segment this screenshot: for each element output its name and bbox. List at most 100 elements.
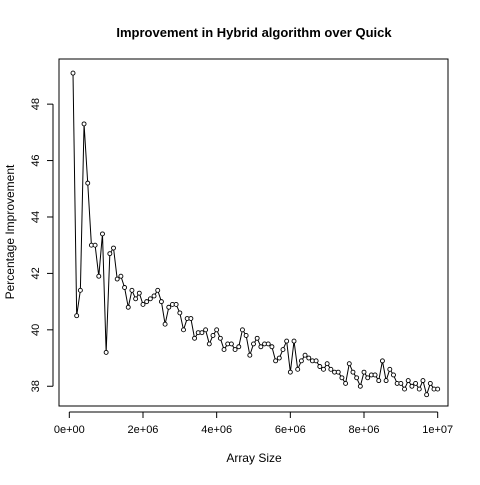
data-point (409, 383, 415, 389)
data-point (133, 296, 139, 302)
y-tick-label: 38 (30, 380, 42, 392)
data-point (147, 296, 153, 302)
data-point (313, 358, 319, 364)
data-point (379, 358, 385, 364)
data-point (258, 344, 264, 350)
data-point (129, 287, 135, 293)
data-point (100, 231, 105, 237)
y-tick-label: 44 (30, 211, 42, 223)
data-point (357, 383, 363, 389)
x-tick-label: 2e+06 (128, 424, 159, 436)
data-point (435, 386, 441, 392)
data-point (217, 335, 223, 341)
data-point (140, 301, 146, 307)
data-point (284, 338, 290, 344)
data-point (298, 358, 304, 364)
data-point (177, 310, 183, 316)
series-group (70, 70, 441, 398)
data-point (387, 366, 393, 372)
data-point (166, 304, 172, 310)
data-point (173, 301, 179, 307)
data-point (203, 327, 209, 333)
data-point (420, 378, 426, 384)
data-point (192, 335, 198, 341)
data-point (254, 335, 260, 341)
data-point (335, 369, 341, 375)
data-point (247, 352, 253, 358)
x-axis-label: Array Size (226, 451, 282, 465)
data-point (317, 364, 323, 369)
data-point (276, 355, 282, 361)
y-axis-label: Percentage Improvement (3, 164, 17, 299)
data-point (181, 327, 186, 333)
data-point (114, 276, 120, 282)
data-point (77, 287, 83, 293)
x-axis: 0e+00 2e+06 4e+06 6e+06 8e+06 1e+07 (54, 411, 453, 436)
data-point (346, 361, 352, 367)
x-tick-label: 0e+00 (54, 424, 85, 436)
data-point (239, 327, 245, 333)
data-point (391, 372, 396, 378)
data-point (210, 333, 216, 338)
data-point (361, 369, 367, 375)
y-tick-label: 42 (30, 267, 42, 279)
data-point (221, 347, 227, 353)
data-point (199, 330, 205, 336)
x-tick-label: 4e+06 (201, 424, 232, 436)
data-point (413, 380, 419, 386)
data-point (118, 273, 124, 279)
x-tick-label: 1e+07 (422, 424, 453, 436)
data-point (383, 378, 389, 384)
data-point (280, 347, 286, 353)
x-tick-label: 6e+06 (275, 424, 306, 436)
data-point (251, 341, 256, 347)
data-point (243, 333, 249, 338)
data-point (232, 347, 238, 353)
data-point (269, 344, 275, 350)
data-point (96, 273, 102, 279)
data-point (265, 341, 271, 347)
data-point (74, 313, 80, 319)
data-point (214, 327, 220, 333)
data-point (144, 299, 150, 305)
data-point (376, 378, 382, 384)
chart-title: Improvement in Hybrid algorithm over Qui… (116, 25, 392, 40)
data-point (103, 349, 109, 355)
y-axis: 38 40 42 44 46 48 (30, 98, 54, 392)
data-point (427, 380, 433, 386)
data-point (306, 355, 312, 361)
data-point (111, 245, 116, 251)
data-point (291, 338, 297, 344)
data-point (188, 316, 194, 321)
data-point (416, 386, 422, 392)
data-point (273, 358, 279, 364)
data-point (81, 121, 87, 127)
data-point (365, 375, 371, 381)
data-point (295, 366, 301, 372)
data-point (321, 366, 326, 372)
data-point (70, 70, 76, 76)
data-point (402, 386, 407, 392)
data-point (158, 299, 164, 305)
data-point (328, 366, 334, 372)
data-point (398, 380, 404, 386)
data-point (372, 372, 378, 378)
plot-frame (58, 58, 449, 407)
y-tick-label: 40 (30, 324, 42, 336)
data-point (136, 290, 142, 296)
data-point (287, 369, 293, 375)
data-point (302, 352, 308, 358)
data-point (236, 344, 242, 350)
data-point (162, 321, 168, 327)
data-point (343, 380, 349, 386)
data-point (151, 293, 157, 299)
data-point (107, 251, 113, 257)
y-tick-label: 48 (30, 98, 42, 110)
data-point (424, 392, 430, 398)
y-tick-label: 46 (30, 154, 42, 166)
data-point (155, 287, 161, 293)
data-point (122, 285, 128, 290)
data-point (354, 375, 360, 381)
